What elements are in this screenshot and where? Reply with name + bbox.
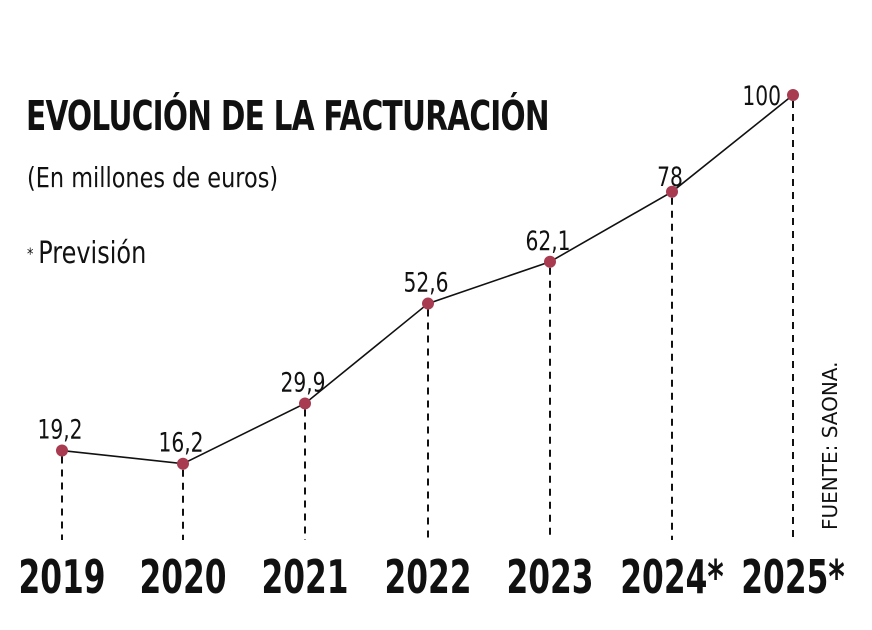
value-label-2023: 62,1 [525,225,570,257]
forecast-note-label: Previsión [38,236,147,271]
value-label-2025: 100 [742,80,781,112]
forecast-note: * Previsión [27,236,146,271]
data-point-2019 [56,444,68,457]
value-label-2021: 29,9 [280,367,325,399]
value-label-2020: 16,2 [158,427,203,459]
x-tick-label-2019: 2019 [18,551,105,605]
x-tick-label-2022: 2022 [384,551,471,605]
value-label-2019: 19,2 [37,414,82,446]
data-point-2022 [422,297,434,310]
data-point-2021 [299,397,311,410]
chart-title: EVOLUCIÓN DE LA FACTURACIÓN [26,92,550,140]
chart-subtitle: (En millones de euros) [27,161,279,194]
data-point-2023 [544,255,556,268]
value-label-2024: 78 [657,161,683,193]
x-tick-label-2023: 2023 [506,551,593,605]
forecast-note-marker: * [27,244,34,263]
x-tick-label-2021: 2021 [261,551,348,605]
x-tick-label-2024: 2024* [620,551,723,605]
x-tick-label-2020: 2020 [139,551,226,605]
data-point-2025 [787,89,799,101]
data-point-2020 [177,457,189,470]
x-tick-label-2025: 2025* [741,551,844,605]
value-label-2022: 52,6 [403,267,448,299]
data-point-2024 [666,185,678,198]
